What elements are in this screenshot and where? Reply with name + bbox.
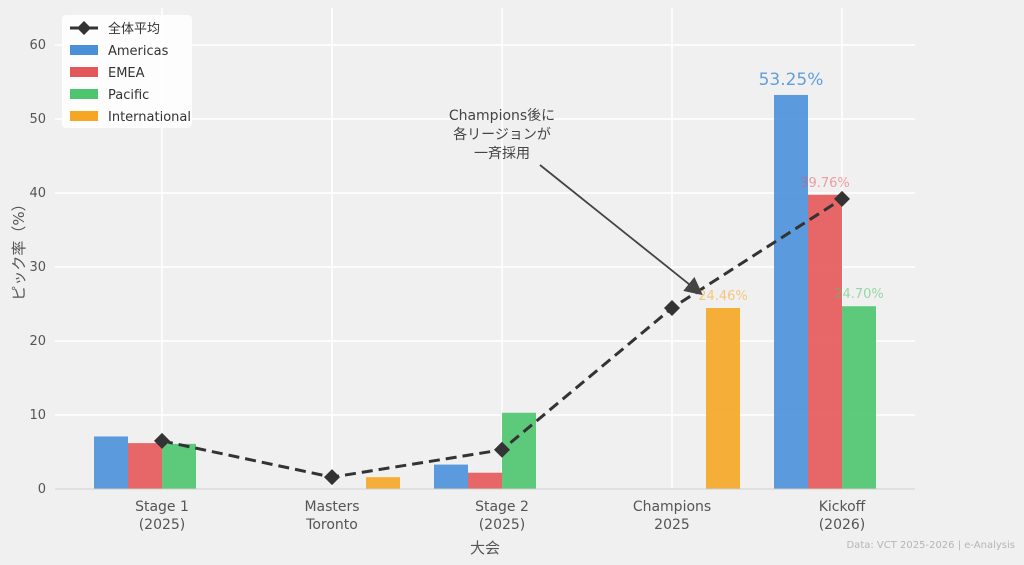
annotation-arrow: [539, 164, 703, 296]
legend: 全体平均 Americas EMEA Pacific International: [62, 15, 192, 128]
bar-international: [366, 477, 400, 489]
data-labels: 53.25% 39.76% 24.70% 24.46%: [698, 70, 884, 304]
annotation-text: Champions後に各リージョンが一斉採用: [449, 108, 555, 162]
bar-pacific: [842, 306, 876, 489]
y-axis-title: ピック率（%）: [10, 196, 28, 300]
x-tick-label: Masters Toronto: [304, 499, 359, 533]
bar-americas: [94, 436, 128, 489]
x-tick-label: Stage 2 (2025): [475, 499, 529, 533]
axes: 0 10 20 30 40 50 60 Stage 1 (2025) Masters Toronto…: [29, 38, 915, 533]
y-tick-label: 10: [29, 408, 46, 423]
legend-label: EMEA: [108, 66, 145, 81]
bar-emea: [128, 443, 162, 489]
x-tick-label: Champions 2025: [633, 499, 711, 533]
y-tick-label: 30: [29, 260, 46, 275]
legend-label: 全体平均: [108, 21, 160, 37]
data-label: 39.76%: [800, 176, 850, 191]
y-tick-label: 50: [29, 112, 46, 127]
legend-swatch: [70, 45, 98, 55]
average-line-group: [154, 190, 850, 486]
data-label: 24.70%: [834, 287, 884, 302]
x-tick-label: Stage 1 (2025): [135, 499, 189, 533]
legend-box: [62, 15, 192, 128]
data-label: 53.25%: [759, 70, 824, 90]
legend-label: Pacific: [108, 88, 149, 103]
average-point: [324, 469, 340, 486]
annotation: Champions後に各リージョンが一斉採用: [449, 108, 703, 296]
average-point: [154, 432, 170, 449]
bar-emea: [468, 472, 502, 489]
y-tick-label: 60: [29, 38, 46, 53]
bar-pacific: [162, 443, 196, 489]
average-point: [494, 441, 510, 458]
x-tick-label: Kickoff (2026): [819, 499, 866, 533]
bar-emea: [808, 194, 842, 489]
legend-marker-average: [77, 21, 91, 35]
bar-international: [706, 307, 740, 489]
data-label: 24.46%: [698, 289, 748, 304]
credit-text: Data: VCT 2025-2026 | e-Analysis: [846, 540, 1015, 551]
legend-swatch: [70, 89, 98, 99]
bar-americas: [774, 94, 808, 489]
y-tick-label: 40: [29, 186, 46, 201]
bars: [94, 94, 876, 489]
y-tick-label: 0: [38, 482, 46, 497]
y-tick-label: 20: [29, 334, 46, 349]
average-point: [664, 299, 680, 316]
x-axis-title: 大会: [470, 539, 500, 557]
bar-americas: [434, 464, 468, 489]
grid: [55, 8, 915, 490]
legend-swatch: [70, 111, 98, 121]
legend-swatch: [70, 67, 98, 77]
legend-label: International: [108, 110, 191, 125]
average-point: [834, 190, 850, 207]
legend-label: Americas: [108, 44, 169, 59]
